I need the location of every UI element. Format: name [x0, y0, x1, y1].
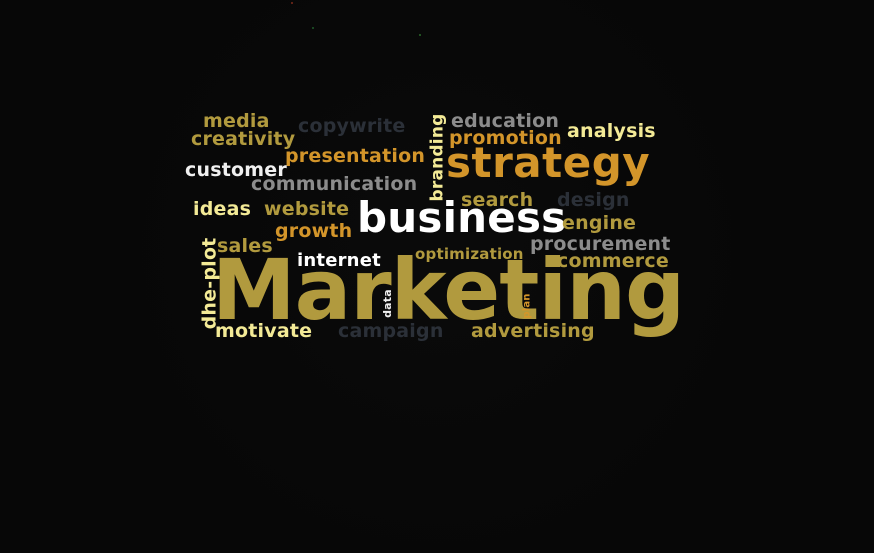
- word-search: search: [461, 189, 534, 211]
- word-website: website: [264, 198, 350, 220]
- word-sales: sales: [217, 235, 273, 257]
- word-communication: communication: [251, 173, 418, 195]
- word-promotion: promotion: [449, 127, 562, 149]
- word-design: design: [557, 189, 630, 211]
- stray-dot-green: [312, 27, 314, 29]
- word-copywrite: copywrite: [298, 115, 406, 137]
- word-growth: growth: [275, 220, 353, 242]
- word-procurement: procurement: [530, 233, 671, 255]
- word-media: media: [203, 110, 270, 132]
- word-motivate: motivate: [215, 320, 313, 342]
- word-plan: plan: [521, 293, 533, 319]
- word-analysis: analysis: [567, 120, 656, 142]
- word-optimization: optimization: [415, 245, 524, 263]
- word-education: education: [451, 110, 560, 132]
- word-branding: branding: [427, 113, 448, 202]
- word-ideas: ideas: [193, 198, 252, 220]
- word-creativity: creativity: [191, 128, 296, 150]
- stray-dot-green-2: [419, 34, 421, 36]
- word-business: business: [357, 193, 567, 242]
- word-data: data: [380, 289, 394, 318]
- stray-dot-red: [291, 2, 293, 4]
- word-presentation: presentation: [285, 145, 426, 167]
- word-strategy: strategy: [446, 138, 651, 187]
- word-internet: internet: [297, 250, 381, 271]
- word-marketing: Marketing: [212, 241, 685, 339]
- word-customer: customer: [185, 159, 287, 181]
- word-engine: engine: [562, 212, 637, 234]
- word-commerce: commerce: [557, 250, 669, 272]
- word-advertising: advertising: [471, 320, 595, 342]
- word-campaign: campaign: [338, 320, 444, 342]
